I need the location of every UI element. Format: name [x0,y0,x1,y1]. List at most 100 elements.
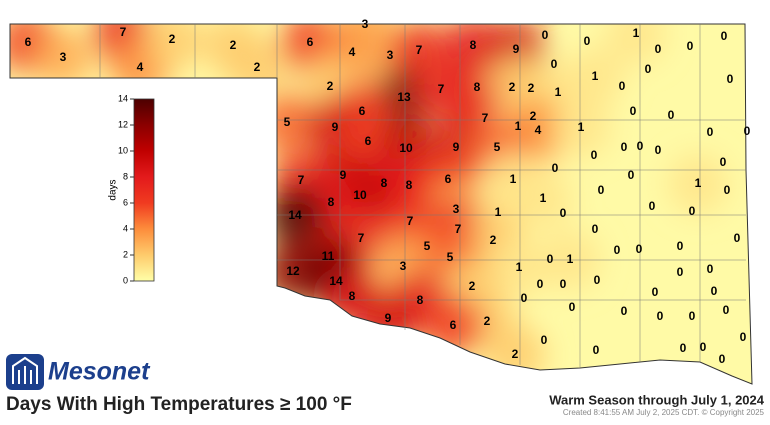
station-value: 0 [521,291,528,305]
station-value: 2 [512,347,519,361]
station-value: 1 [510,172,517,186]
station-value: 1 [516,260,523,274]
colorbar-tick-label: 14 [118,93,128,103]
station-value: 0 [569,300,576,314]
created-note: Created 8:41:55 AM July 2, 2025 CDT. © C… [563,408,765,417]
station-value: 0 [621,304,628,318]
heat-blob [142,24,202,70]
station-value: 0 [655,42,662,56]
station-value: 8 [406,178,413,192]
colorbar-tick-label: 10 [118,145,128,155]
station-value: 1 [578,120,585,134]
colorbar-scale [133,98,155,282]
station-value: 9 [513,42,520,56]
heat-blob [265,186,325,246]
colorbar: days 0 2 4 6 8 10 12 14 [108,93,155,285]
station-value: 0 [657,309,664,323]
station-value: 6 [365,134,372,148]
station-value: 0 [689,309,696,323]
station-value: 3 [453,202,460,216]
station-value: 0 [727,72,734,86]
station-value: 9 [332,120,339,134]
station-value: 2 [528,81,535,95]
station-value: 7 [438,82,445,96]
heat-blob [606,24,666,64]
station-value: 3 [400,259,407,273]
logo-text: Mesonet [48,358,151,386]
station-value: 1 [495,205,502,219]
station-value: 7 [120,25,127,39]
station-value: 0 [621,140,628,154]
station-value: 0 [628,168,635,182]
station-value: 8 [474,80,481,94]
station-value: 1 [633,26,640,40]
station-value: 6 [359,104,366,118]
heat-blob [551,98,611,158]
station-value: 8 [349,289,356,303]
heat-blob [668,154,728,214]
station-value: 9 [385,311,392,325]
station-value: 0 [707,262,714,276]
logo-glyph [12,356,38,384]
station-value: 5 [284,115,291,129]
colorbar-tick-label: 8 [123,171,128,181]
station-value: 0 [614,243,621,257]
station-value: 7 [298,173,305,187]
station-value: 7 [455,222,462,236]
station-value: 0 [652,285,659,299]
station-value: 0 [740,330,747,344]
station-value: 1 [695,176,702,190]
station-value: 1 [515,119,522,133]
station-value: 0 [707,125,714,139]
station-value: 0 [591,148,598,162]
station-value: 9 [340,168,347,182]
station-value: 0 [560,277,567,291]
station-value: 5 [494,140,501,154]
station-value: 10 [353,188,367,202]
station-value: 3 [362,17,369,31]
station-value: 0 [598,183,605,197]
station-value: 4 [535,123,542,137]
station-value: 14 [329,274,343,288]
station-value: 0 [649,199,656,213]
station-value: 14 [288,208,302,222]
station-value: 2 [484,314,491,328]
map-title: Days With High Temperatures ≥ 100 °F [6,394,352,415]
station-value: 0 [584,34,591,48]
station-value: 0 [542,28,549,42]
station-value: 0 [537,277,544,291]
station-value: 0 [552,161,559,175]
station-value: 12 [286,264,300,278]
station-value: 0 [630,104,637,118]
station-value: 4 [137,60,144,74]
heat-blob [489,238,549,298]
station-value: 2 [230,38,237,52]
colorbar-tick-label: 6 [123,197,128,207]
station-value: 0 [592,222,599,236]
logo: Mesonet [6,354,151,390]
station-value: 2 [490,233,497,247]
heat-blob [513,169,573,229]
station-value: 0 [668,108,675,122]
station-value: 5 [447,250,454,264]
station-value: 0 [560,206,567,220]
station-value: 7 [407,214,414,228]
heat-blob [33,28,93,88]
station-value: 2 [169,32,176,46]
station-value: 8 [328,195,335,209]
station-value: 2 [469,279,476,293]
station-value: 13 [397,90,411,104]
station-value: 0 [689,204,696,218]
station-value: 0 [677,265,684,279]
colorbar-tick-label: 0 [123,275,128,285]
station-value: 0 [619,79,626,93]
station-value: 0 [734,231,741,245]
colorbar-tick-label: 12 [118,119,128,129]
station-value: 2 [254,60,261,74]
colorbar-label: days [108,179,119,200]
station-value: 2 [327,79,334,93]
station-value: 9 [453,140,460,154]
station-value: 8 [417,293,424,307]
station-value: 1 [592,69,599,83]
